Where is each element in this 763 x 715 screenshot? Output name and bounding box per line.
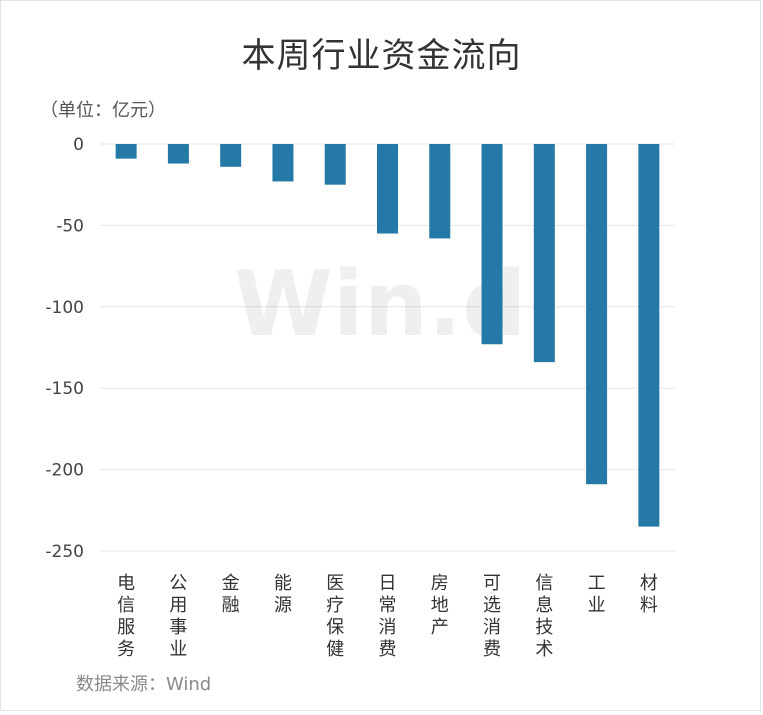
x-tick-label: 电信服务 <box>117 573 135 660</box>
x-tick-label: 工业 <box>588 573 606 616</box>
bar <box>167 144 189 164</box>
bar <box>220 144 242 167</box>
watermark-text: Win.d <box>234 252 527 357</box>
bar <box>377 144 398 234</box>
unit-label: （单位：亿元） <box>40 100 166 121</box>
y-tick-label: -200 <box>45 461 84 481</box>
x-tick-label: 日常消费 <box>379 573 397 660</box>
gridlines <box>100 143 675 552</box>
x-tick-label: 能源 <box>274 573 292 616</box>
x-tick-label: 金融 <box>222 573 240 616</box>
y-tick-label: -100 <box>45 298 84 318</box>
bar <box>272 144 294 182</box>
bar <box>324 144 346 185</box>
bars <box>115 144 660 527</box>
bar <box>429 144 451 239</box>
x-tick-label: 房地产 <box>431 573 449 638</box>
chart-title: 本周行业资金流向 <box>241 36 522 76</box>
y-tick-label: -150 <box>45 379 84 399</box>
bar <box>533 144 555 363</box>
source-note: 数据来源：Wind <box>76 674 212 695</box>
bar <box>115 144 137 159</box>
x-tick-label: 材料 <box>640 573 658 616</box>
x-tick-label: 可选消费 <box>483 573 501 660</box>
y-tick-label: -250 <box>45 542 84 562</box>
x-tick-label: 医疗保健 <box>326 573 344 660</box>
bar <box>638 144 660 527</box>
y-axis: 0 -50 -100 -150 -200 -250 <box>45 135 84 562</box>
bar <box>586 144 608 485</box>
y-tick-label: 0 <box>73 135 84 155</box>
x-tick-label: 信息技术 <box>535 573 553 660</box>
y-tick-label: -50 <box>56 216 84 236</box>
x-tick-label: 公用事业 <box>169 573 187 660</box>
bar <box>481 144 503 345</box>
